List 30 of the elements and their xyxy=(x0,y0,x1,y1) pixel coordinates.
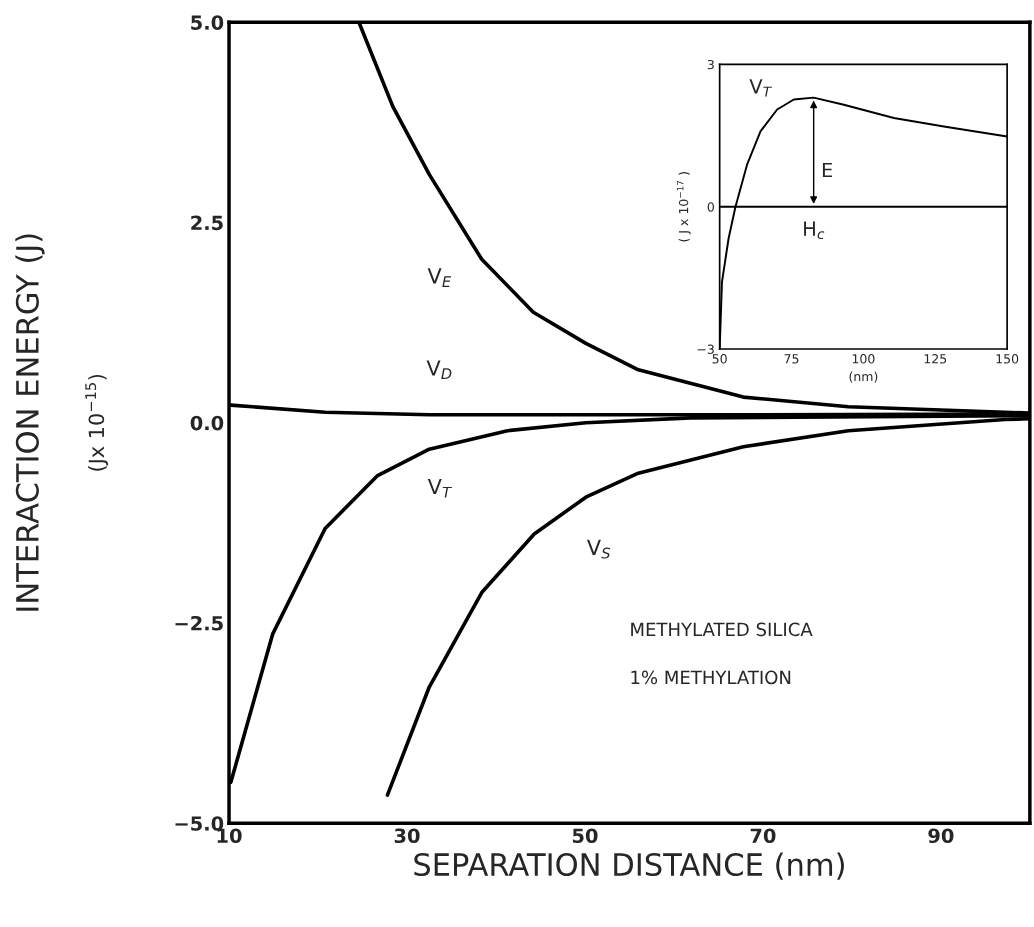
x-tick-label: 100 xyxy=(852,354,875,364)
text: (Jx 10$^{−15}$) xyxy=(85,374,109,471)
x-tick-label: 30 xyxy=(394,828,420,844)
annotation: 1% METHYLATION xyxy=(631,670,791,685)
y-tick-label: 2.5 xyxy=(191,215,223,231)
y-tick-label: 0.0 xyxy=(190,415,224,431)
series-label: V$_{E}$ xyxy=(427,268,452,287)
x-axis-title: (nm) xyxy=(849,371,878,383)
y-tick-label: −2.5 xyxy=(175,615,223,631)
y-tick-label: 5.0 xyxy=(191,15,224,30)
y-axis-title: ( J x 10$^{−17}$ ) xyxy=(676,172,691,242)
x-tick-label: 70 xyxy=(750,828,776,844)
x-tick-label: 150 xyxy=(996,354,1019,364)
y-tick-label: 0 xyxy=(707,202,714,212)
series-label: V$_{T}$ xyxy=(427,478,452,498)
x-tick-label: 75 xyxy=(784,354,799,364)
x-tick-label: 90 xyxy=(928,828,954,844)
x-tick-label: 125 xyxy=(924,354,947,364)
y-tick-label: −3 xyxy=(697,344,714,354)
series-label: V$_{T}$ xyxy=(749,79,772,97)
y-axis-title: INTERACTION ENERGY (J) xyxy=(15,234,45,611)
annotation: H$_{c}$ xyxy=(804,221,825,240)
annotation: E xyxy=(822,162,833,178)
annotation: METHYLATED SILICA xyxy=(631,622,813,637)
series-label: V$_{D}$ xyxy=(426,360,452,379)
x-tick-label: 50 xyxy=(712,354,727,364)
x-axis-title: SEPARATION DISTANCE (nm) xyxy=(414,852,844,880)
y-tick-label: 3 xyxy=(707,59,714,70)
x-tick-label: 50 xyxy=(572,828,598,844)
series-label: V$_{S}$ xyxy=(586,539,611,559)
